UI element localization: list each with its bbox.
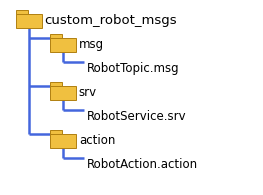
- Bar: [50, 82, 62, 86]
- Bar: [50, 130, 62, 134]
- Text: custom_robot_msgs: custom_robot_msgs: [45, 14, 177, 27]
- Text: srv: srv: [79, 86, 97, 99]
- Bar: [50, 134, 76, 148]
- Text: RobotTopic.msg: RobotTopic.msg: [87, 62, 179, 75]
- Bar: [50, 86, 76, 100]
- Text: RobotService.srv: RobotService.srv: [87, 110, 186, 123]
- Bar: [50, 38, 76, 52]
- Bar: [16, 14, 42, 28]
- Bar: [16, 10, 28, 14]
- Text: msg: msg: [79, 38, 104, 51]
- Text: action: action: [79, 134, 115, 147]
- Bar: [50, 34, 62, 38]
- Text: RobotAction.action: RobotAction.action: [87, 158, 198, 171]
